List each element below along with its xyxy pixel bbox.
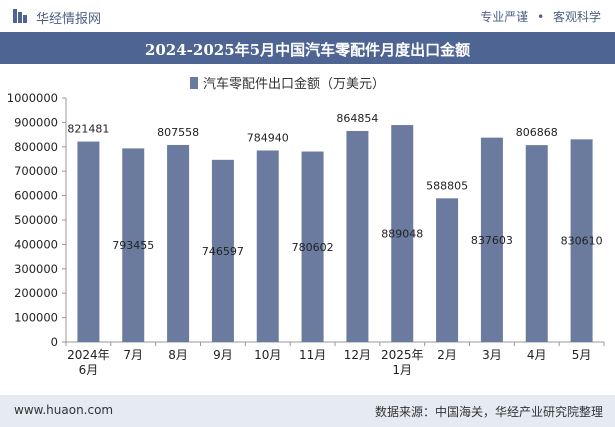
x-tick-label: 11月 [299,348,326,362]
top-bar: 华经情报网 专业严谨 • 客观科学 [0,0,615,32]
bar [211,159,234,342]
bar [167,144,190,342]
data-label: 588805 [426,179,468,192]
data-label: 793455 [112,239,154,252]
x-tick-label: 10月 [254,348,281,362]
y-tick-label: 800000 [14,140,58,154]
data-label: 830610 [561,235,603,248]
data-label: 837603 [471,234,513,247]
data-label: 864854 [336,112,378,125]
title-bar: 2024-2025年5月中国汽车零配件月度出口金额 [0,32,615,64]
bar [346,130,369,342]
y-tick-label: 0 [51,335,58,349]
slogan-tag-1: 专业严谨 [480,10,529,24]
y-tick-label: 600000 [14,189,58,203]
y-tick-label: 1000000 [7,91,58,105]
legend-label: 汽车零配件出口金额（万美元） [203,77,386,92]
legend-swatch [190,77,198,89]
bar-chart: 0 100000 200000 300000 400000 500000 600000 700… [7,91,605,377]
slogan: 专业严谨 • 客观科学 [480,8,601,25]
x-tick-label: 2月 [437,348,457,362]
y-tick-label: 700000 [14,164,58,178]
bar [77,141,100,342]
slogan-separator: • [537,10,545,24]
data-label: 807558 [157,126,199,139]
data-label: 889048 [381,228,423,241]
x-tick-label: 3月 [482,348,502,362]
site-name: 华经情报网 [36,12,102,27]
x-tick-label: 6月 [79,363,99,377]
x-tick-label: 2024年 [67,348,110,362]
x-tick-label: 12月 [344,348,371,362]
x-tick-label: 4月 [527,348,547,362]
bar [122,148,145,342]
y-tick-label: 400000 [14,237,58,251]
data-label: 746597 [202,245,244,258]
footer-source: 数据来源：中国海关，华经产业研究院整理 [374,405,603,419]
y-tick-label: 300000 [14,262,58,276]
x-tick-label: 2025年 [381,348,424,362]
bar [256,150,279,342]
x-tick-label: 7月 [123,348,143,362]
bar [525,145,548,342]
x-tick-label: 9月 [213,348,233,362]
y-tick-label: 100000 [14,311,58,325]
slogan-tag-2: 客观科学 [552,10,601,24]
chart-legend: 汽车零配件出口金额（万美元） [190,73,385,92]
y-tick-label: 200000 [14,286,58,300]
y-tick-label: 900000 [14,115,58,129]
footer-website: www.huaon.com [14,403,114,417]
chart-title: 2024-2025年5月中国汽车零配件月度出口金额 [144,41,471,59]
footer: www.huaon.com 数据来源：中国海关，华经产业研究院整理 [0,395,615,427]
data-label: 806868 [516,126,558,139]
bar [391,125,414,342]
data-label: 784940 [247,131,289,144]
data-label: 780602 [292,241,334,254]
bar [570,139,593,342]
bar [436,198,459,342]
bar [480,137,503,342]
data-label: 821481 [67,123,109,136]
x-tick-label: 5月 [572,348,592,362]
y-tick-label: 500000 [14,213,58,227]
x-tick-label: 1月 [392,363,412,377]
x-tick-label: 8月 [168,348,188,362]
bar [301,151,324,342]
logo-icon [13,9,27,23]
